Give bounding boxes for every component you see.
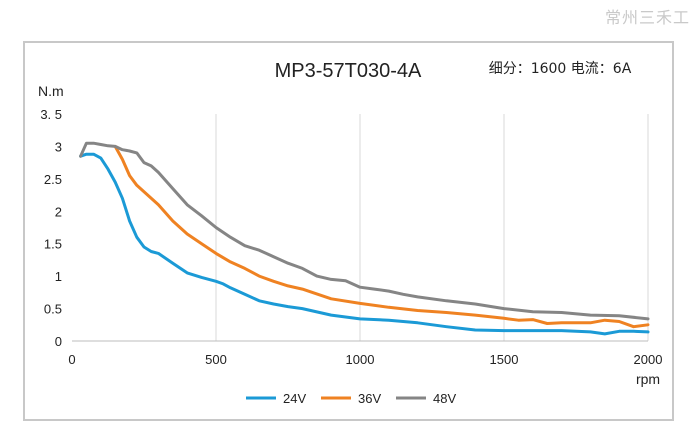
series-line-24V bbox=[79, 152, 650, 336]
x-tick-label: 2000 bbox=[634, 352, 663, 367]
legend-label-36V: 36V bbox=[358, 391, 381, 406]
watermark-text: 常州三禾工 bbox=[604, 8, 690, 27]
chart-title: MP3-57T030-4A bbox=[275, 60, 422, 82]
x-axis-label: rpm bbox=[636, 371, 660, 387]
y-tick-label: 1 bbox=[55, 269, 62, 284]
y-tick-label: 2 bbox=[55, 204, 62, 219]
y-tick-label: 3 bbox=[55, 139, 62, 154]
legend-label-48V: 48V bbox=[433, 391, 456, 406]
x-tick-label: 1500 bbox=[490, 352, 519, 367]
y-tick-label: 0 bbox=[55, 334, 62, 349]
y-tick-label: 1.5 bbox=[44, 237, 62, 252]
x-tick-label: 500 bbox=[205, 352, 227, 367]
legend-label-24V: 24V bbox=[283, 391, 306, 406]
y-tick-label: 0.5 bbox=[44, 302, 62, 317]
chart-subtitle: 细分：1600 电流：6A bbox=[489, 61, 632, 77]
x-tick-label: 1000 bbox=[346, 352, 375, 367]
chart-frame bbox=[23, 41, 674, 421]
y-tick-label: 2.5 bbox=[44, 172, 62, 187]
y-tick-label: 3. 5 bbox=[40, 107, 62, 122]
series-line-36V bbox=[113, 144, 650, 329]
x-tick-label: 0 bbox=[68, 352, 75, 367]
series-line-48V bbox=[79, 141, 650, 321]
y-axis-label: N.m bbox=[38, 83, 64, 99]
